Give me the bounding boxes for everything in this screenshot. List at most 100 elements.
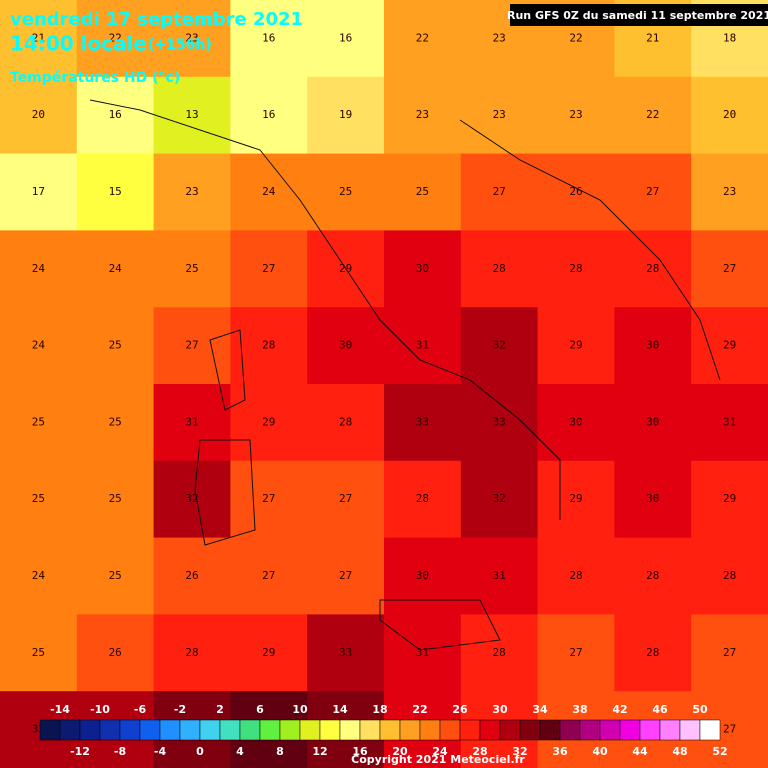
legend-swatch <box>419 719 441 741</box>
legend-swatch <box>119 719 141 741</box>
temperature-label: 33 <box>339 646 352 659</box>
temperature-label: 28 <box>646 569 659 582</box>
temperature-cell <box>614 230 692 308</box>
temperature-cell <box>153 537 231 615</box>
legend-label: 8 <box>276 745 284 758</box>
temperature-cell <box>691 537 768 615</box>
temperature-cell <box>307 384 385 462</box>
legend-label: 26 <box>452 703 468 716</box>
temperature-cell <box>76 384 155 462</box>
temperature-label: 28 <box>723 569 736 582</box>
legend-swatch <box>699 719 721 741</box>
temperature-cell <box>460 460 539 539</box>
copyright: Copyright 2021 Meteociel.fr <box>351 753 525 766</box>
temperature-cell <box>460 384 539 462</box>
legend-label: 0 <box>196 745 204 758</box>
legend-swatch <box>199 719 221 741</box>
temperature-cell <box>537 153 615 231</box>
temperature-label: 21 <box>32 31 45 44</box>
temperature-cell <box>230 0 308 78</box>
legend-swatch <box>239 719 261 741</box>
temperature-cell <box>384 230 462 308</box>
legend-swatch <box>639 719 661 741</box>
temperature-cell <box>153 153 231 231</box>
temperature-label: 15 <box>109 185 122 198</box>
legend-swatch <box>359 719 381 741</box>
legend-swatch <box>279 719 301 741</box>
lead-time: (+156h) <box>148 37 212 53</box>
legend-swatch <box>299 719 321 741</box>
legend-swatch <box>479 719 501 741</box>
temperature-cell <box>230 614 308 692</box>
temperature-cell <box>384 153 462 231</box>
legend-label: 16 <box>352 745 368 758</box>
temperature-cell <box>460 153 539 231</box>
temperature-label: 20 <box>723 108 736 121</box>
temperature-cell <box>384 384 462 462</box>
temperature-label: 29 <box>569 492 582 505</box>
temperature-label: 29 <box>723 339 736 352</box>
run-info: Run GFS 0Z du samedi 11 septembre 2021 <box>507 9 768 22</box>
temperature-label: 25 <box>185 262 198 275</box>
temperature-cell <box>691 614 768 692</box>
legend-label: 28 <box>472 745 487 758</box>
legend-label: 50 <box>692 703 708 716</box>
temperature-cell <box>460 614 539 692</box>
temperature-cell <box>537 614 615 692</box>
temperature-label: 23 <box>569 108 582 121</box>
temperature-label: 30 <box>569 415 582 428</box>
temperature-label: 24 <box>109 262 123 275</box>
temperature-label: 16 <box>109 108 122 121</box>
temperature-label: 28 <box>569 569 582 582</box>
temperature-cell <box>384 537 462 615</box>
legend-label: -4 <box>154 745 167 758</box>
temperature-label: 16 <box>262 31 275 44</box>
temperature-label: 25 <box>339 185 352 198</box>
temperature-cell <box>230 384 308 462</box>
legend-label: -2 <box>174 703 186 716</box>
temperature-label: 23 <box>416 108 429 121</box>
temperature-cell <box>614 76 692 155</box>
temperature-label: 26 <box>569 185 582 198</box>
legend-label: 22 <box>412 703 427 716</box>
time: 14:00 locale <box>10 32 147 56</box>
temperature-cell <box>153 307 231 385</box>
legend-label: 14 <box>332 703 348 716</box>
temperature-label: 27 <box>723 646 736 659</box>
temperature-cell <box>614 384 692 462</box>
temperature-label: 28 <box>339 415 352 428</box>
legend-label: 42 <box>612 703 627 716</box>
temperature-cell <box>691 153 768 231</box>
temperature-label: 25 <box>416 185 429 198</box>
temperature-cell <box>76 0 155 78</box>
temperature-cell <box>691 307 768 385</box>
legend-swatch <box>439 719 461 741</box>
legend-swatch <box>219 719 241 741</box>
temperature-cell <box>0 307 78 385</box>
temperature-label: 30 <box>646 492 659 505</box>
legend-label: 10 <box>292 703 308 716</box>
temperature-label: 24 <box>262 185 276 198</box>
legend-swatch <box>99 719 121 741</box>
temperature-cell <box>537 460 615 539</box>
temperature-cell <box>384 460 462 539</box>
temperature-label: 22 <box>569 31 582 44</box>
temperature-cell <box>307 614 385 692</box>
run-box <box>510 4 768 26</box>
temperature-label: 29 <box>569 339 582 352</box>
temperature-cell <box>0 537 78 615</box>
temperature-label: 30 <box>416 569 429 582</box>
legend-label: -6 <box>134 703 147 716</box>
temperature-cell <box>0 0 78 78</box>
temperature-label: 17 <box>32 185 45 198</box>
temperature-cell <box>230 230 308 308</box>
legend-swatch <box>519 719 541 741</box>
legend-swatch <box>499 719 521 741</box>
temperature-label: 27 <box>339 569 352 582</box>
temperature-cell <box>153 76 231 155</box>
legend-swatch <box>139 719 161 741</box>
temperature-cell <box>76 614 155 692</box>
legend-swatch <box>459 719 481 741</box>
legend-swatch <box>679 719 701 741</box>
temperature-label: 27 <box>262 569 275 582</box>
